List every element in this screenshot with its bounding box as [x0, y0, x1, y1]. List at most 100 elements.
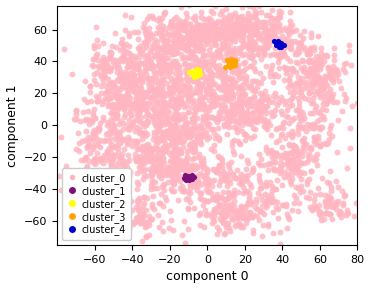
Point [160, 107, 166, 112]
Point [144, 132, 150, 136]
Point [95, 140, 101, 145]
Point [219, 157, 225, 162]
Point [186, 2, 192, 7]
Point [159, 56, 165, 61]
Point [126, 63, 132, 67]
Point [323, 74, 329, 79]
Point [122, 111, 128, 116]
Point [101, 209, 107, 214]
Point [179, 233, 185, 237]
Point [240, 87, 246, 92]
Point [148, 62, 154, 66]
Point [156, 201, 162, 205]
Point [199, 155, 205, 160]
Point [300, 126, 306, 131]
Point [105, 171, 111, 176]
Point [263, 180, 269, 184]
Point [139, 214, 145, 218]
Point [126, 220, 132, 225]
Point [191, 34, 197, 39]
Point [251, 213, 257, 218]
Point [120, 42, 125, 47]
Point [223, 108, 229, 113]
Point [115, 149, 121, 154]
Point [112, 136, 118, 141]
Point [252, 24, 258, 29]
Point [161, 181, 167, 186]
Point [263, 145, 269, 149]
Point [83, 138, 88, 142]
Point [224, 210, 230, 215]
Point [225, 195, 231, 199]
Point [161, 68, 167, 73]
Point [246, 101, 252, 106]
Point [127, 109, 132, 114]
Point [261, 21, 267, 26]
Point [162, 29, 168, 34]
Point [307, 51, 313, 55]
Point [233, 50, 239, 55]
Point [207, 75, 213, 80]
Point [116, 65, 122, 70]
Point [202, 175, 208, 180]
Point [175, 140, 181, 144]
Point [135, 214, 141, 219]
Point [291, 147, 297, 152]
Point [174, 85, 180, 90]
Point [103, 65, 109, 70]
Point [105, 119, 111, 124]
Point [319, 176, 325, 181]
Point [293, 169, 299, 174]
Point [87, 183, 93, 187]
Point [164, 38, 170, 43]
Point [254, 26, 260, 31]
Point [227, 180, 233, 185]
Point [210, 11, 216, 15]
Point [107, 66, 112, 71]
Point [203, 27, 209, 31]
Point [156, 64, 162, 69]
Point [280, 126, 286, 131]
Point [327, 211, 333, 216]
Point [237, 24, 243, 28]
Point [87, 150, 93, 155]
Point [178, 149, 184, 154]
Point [262, 53, 268, 58]
Point [259, 109, 265, 113]
Point [218, 175, 224, 180]
Point [209, 178, 215, 183]
Point [231, 54, 237, 59]
Point [197, 88, 203, 92]
Point [236, 105, 242, 109]
Point [94, 69, 100, 74]
Point [118, 156, 124, 160]
Point [125, 62, 131, 67]
Point [246, 20, 252, 25]
Point [139, 99, 145, 104]
Point [218, 194, 223, 199]
Point [144, 151, 150, 156]
Point [243, 176, 249, 181]
Point [212, 37, 218, 42]
Point [226, 203, 232, 208]
Point [242, 173, 248, 178]
Point [75, 178, 81, 183]
Point [242, 60, 248, 64]
Point [100, 68, 106, 73]
Point [136, 147, 142, 151]
Point [285, 115, 291, 119]
Point [299, 109, 305, 114]
Point [184, 176, 190, 181]
Point [138, 86, 144, 91]
Point [120, 205, 126, 209]
Point [215, 19, 221, 23]
Point [235, 190, 241, 194]
Point [256, 33, 262, 38]
Point [187, 186, 193, 190]
Point [327, 126, 333, 131]
Point [177, 33, 183, 38]
Point [213, 206, 219, 211]
Point [171, 88, 177, 92]
Point [323, 107, 329, 112]
Point [228, 88, 234, 93]
